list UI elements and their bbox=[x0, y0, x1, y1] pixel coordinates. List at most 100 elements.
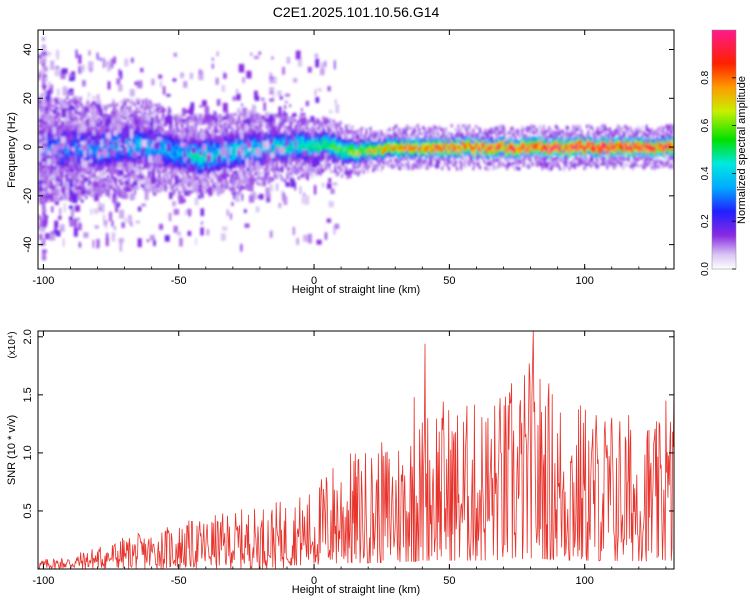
spectrogram-cell bbox=[178, 134, 181, 139]
spectrogram-cell bbox=[334, 163, 337, 168]
spectrogram-cell bbox=[173, 143, 176, 147]
spectrogram-cell bbox=[161, 117, 164, 121]
spectrogram-cell bbox=[243, 153, 246, 157]
spectrogram-cell bbox=[116, 141, 119, 145]
spectrogram-cell bbox=[305, 126, 308, 130]
spectrogram-cell bbox=[139, 165, 142, 170]
spectrogram-cell bbox=[62, 133, 65, 137]
spectrogram-cell bbox=[104, 109, 107, 114]
spectrogram-cell bbox=[120, 126, 123, 131]
spectrogram-cell bbox=[286, 172, 289, 177]
spectrogram-cell bbox=[227, 155, 230, 160]
spectrogram-cell bbox=[46, 132, 49, 136]
spectrogram-cell bbox=[374, 133, 377, 138]
spectrogram-cell bbox=[277, 148, 280, 152]
spectrogram-cell bbox=[266, 130, 269, 135]
spectrogram-cell bbox=[96, 149, 99, 153]
spectrogram-cell bbox=[347, 159, 350, 163]
spectrogram-cell bbox=[318, 149, 321, 153]
spectrogram-cell bbox=[148, 129, 151, 133]
spectrogram-cell bbox=[138, 109, 141, 114]
spectrogram-cell bbox=[304, 158, 307, 162]
spectrogram-cell bbox=[234, 182, 237, 186]
spectrogram-cell bbox=[211, 155, 214, 159]
spectrogram-cell bbox=[305, 120, 308, 124]
spectrogram-cell bbox=[234, 173, 237, 177]
spectrogram-cell bbox=[144, 102, 147, 107]
spectrogram-cell bbox=[280, 157, 283, 161]
spectrogram-cell bbox=[197, 155, 200, 159]
spectrogram-cell bbox=[270, 147, 273, 151]
spectrogram-cell bbox=[341, 145, 344, 149]
spectrogram-cell bbox=[284, 149, 287, 154]
spectrogram-cell bbox=[189, 161, 192, 165]
spectrogram-cell bbox=[134, 144, 137, 148]
spectrogram-cell bbox=[320, 143, 323, 147]
spectrogram-cell bbox=[330, 169, 333, 174]
spectrogram-cell bbox=[105, 125, 108, 130]
spectrogram-cell bbox=[119, 155, 122, 160]
spectrogram-cell bbox=[112, 146, 115, 150]
spectrogram-cell bbox=[105, 169, 108, 173]
spectrogram-cell bbox=[193, 156, 196, 161]
spectrogram-cell bbox=[266, 121, 269, 126]
spectrogram-cell bbox=[109, 144, 112, 149]
spectrogram-cell bbox=[328, 156, 331, 161]
spectrogram-cell bbox=[176, 125, 178, 130]
spectrogram-cell bbox=[73, 135, 76, 139]
spectrogram-cell bbox=[69, 153, 72, 158]
spectrogram-cell bbox=[163, 146, 166, 150]
spectrogram-cell bbox=[255, 145, 258, 149]
spectrogram-cell bbox=[113, 156, 116, 161]
spectrogram-cell bbox=[289, 130, 292, 135]
spectrogram-cell bbox=[146, 135, 149, 140]
spectrogram-cell bbox=[215, 134, 218, 139]
spectrogram-cell bbox=[166, 177, 169, 181]
spectrogram-cell bbox=[131, 113, 134, 117]
spectrogram-cell bbox=[212, 142, 215, 147]
spectrogram-cell bbox=[113, 139, 116, 143]
spectrogram-cell bbox=[234, 144, 237, 148]
spectrogram-cell bbox=[227, 150, 230, 154]
spectrogram-cell bbox=[109, 165, 112, 169]
spectrogram-cell bbox=[235, 161, 238, 166]
spectrogram-cell bbox=[169, 153, 172, 157]
spectrogram-cell bbox=[170, 168, 173, 173]
spectrogram-cell bbox=[201, 194, 204, 199]
spectrogram-cell bbox=[109, 162, 112, 166]
spectrogram-cell bbox=[182, 139, 185, 144]
spectrogram-cell bbox=[47, 140, 50, 145]
spectrogram-cell bbox=[222, 128, 224, 132]
spectrogram-cell bbox=[176, 131, 178, 136]
spectrogram-cell bbox=[345, 124, 348, 129]
spectrogram-cell bbox=[380, 153, 383, 158]
spectrogram-cell bbox=[311, 150, 314, 155]
spectrogram-cell bbox=[85, 186, 88, 191]
spectrogram-cell bbox=[58, 100, 61, 105]
spectrogram-cell bbox=[200, 166, 203, 170]
spectrogram-cell bbox=[307, 131, 310, 135]
spectrogram-cell bbox=[299, 118, 302, 123]
spectrogram-cell bbox=[319, 157, 322, 162]
spectrogram-cell bbox=[318, 128, 321, 133]
spectrogram-cell bbox=[197, 140, 200, 145]
spectrogram-cell bbox=[193, 159, 196, 163]
spectrogram-cell bbox=[170, 121, 173, 126]
spectrogram-cell bbox=[381, 165, 384, 169]
spectrogram-cell bbox=[111, 122, 114, 127]
spectrogram-cell bbox=[186, 191, 189, 196]
spectrogram-cell bbox=[304, 117, 307, 121]
spectrogram-cell bbox=[376, 144, 379, 148]
spectrogram-cell bbox=[173, 148, 176, 153]
spectrogram-cell bbox=[226, 172, 229, 176]
spectrogram-cell bbox=[370, 152, 373, 157]
spectrogram-cell bbox=[131, 142, 134, 147]
spectrogram-cell bbox=[55, 138, 58, 142]
spectrogram-cell bbox=[166, 139, 169, 143]
spectrogram-cell bbox=[384, 142, 387, 147]
spectrogram-cell bbox=[308, 154, 311, 158]
spectrogram-cell bbox=[88, 124, 91, 128]
spectrogram-cell bbox=[219, 143, 222, 147]
spectrogram-cell bbox=[247, 154, 250, 159]
spectrogram-cell bbox=[265, 147, 268, 152]
